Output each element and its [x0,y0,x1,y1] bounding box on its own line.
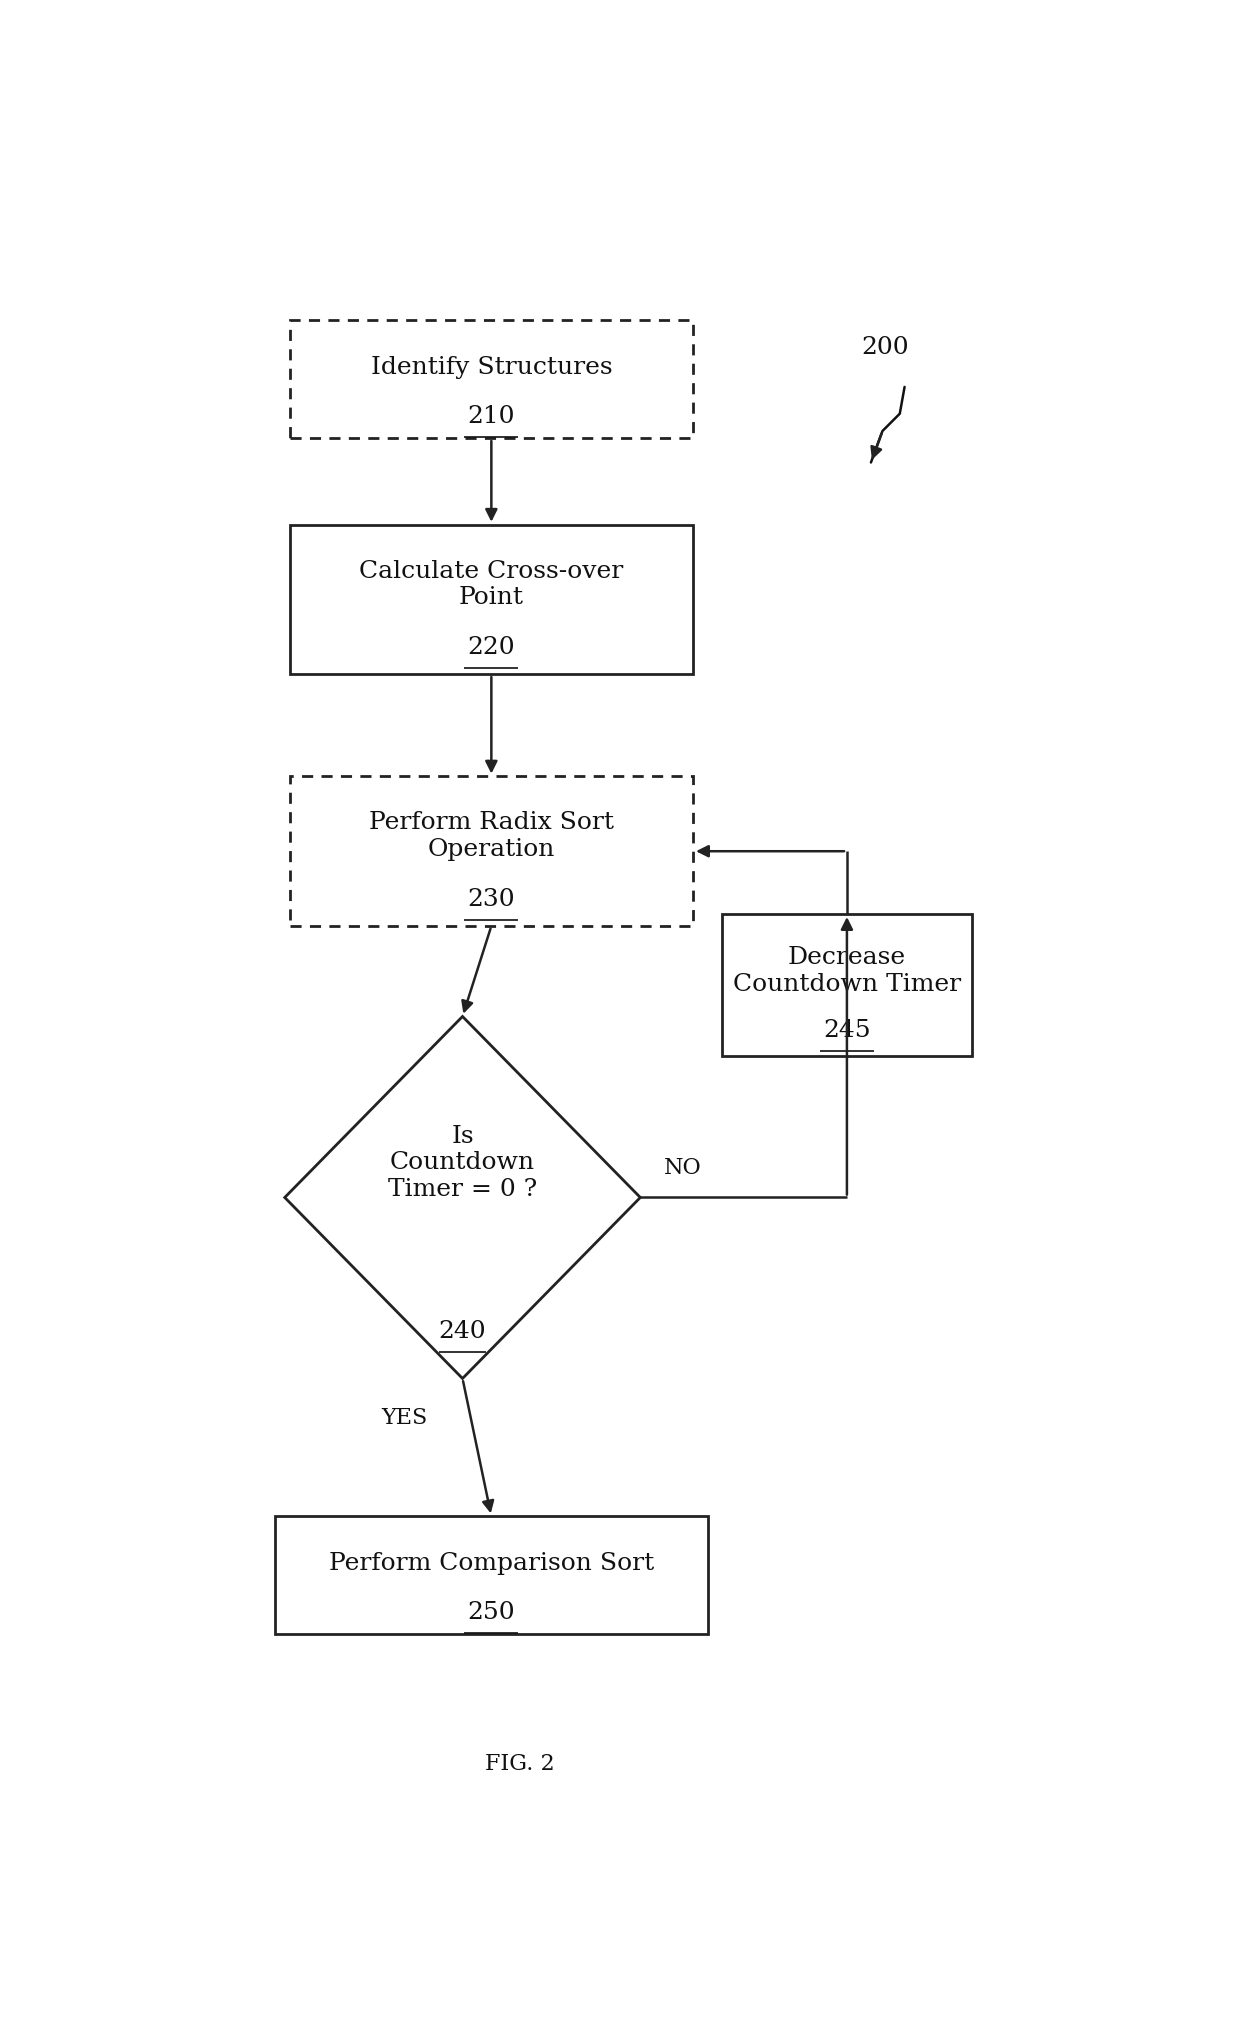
Text: YES: YES [382,1406,428,1429]
Bar [289,321,693,437]
Text: 200: 200 [862,335,909,360]
Text: 240: 240 [439,1320,486,1343]
Text: Is
Countdown
Timer = 0 ?: Is Countdown Timer = 0 ? [388,1124,537,1202]
Bar [275,1517,708,1635]
Text: 220: 220 [467,636,515,658]
Text: FIG. 2: FIG. 2 [485,1754,556,1774]
Text: 245: 245 [823,1018,870,1042]
Text: Decrease
Countdown Timer: Decrease Countdown Timer [733,946,961,995]
Text: Perform Radix Sort
Operation: Perform Radix Sort Operation [368,811,614,861]
Bar [289,525,693,675]
Text: Calculate Cross-over
Point: Calculate Cross-over Point [360,560,624,609]
Text: 210: 210 [467,405,515,429]
Bar [289,777,693,926]
Text: NO: NO [665,1157,702,1179]
Bar [722,914,972,1057]
Text: 250: 250 [467,1602,515,1625]
Text: Identify Structures: Identify Structures [371,356,613,378]
Text: 230: 230 [467,887,515,910]
Text: Perform Comparison Sort: Perform Comparison Sort [329,1551,653,1576]
Polygon shape [285,1016,640,1378]
